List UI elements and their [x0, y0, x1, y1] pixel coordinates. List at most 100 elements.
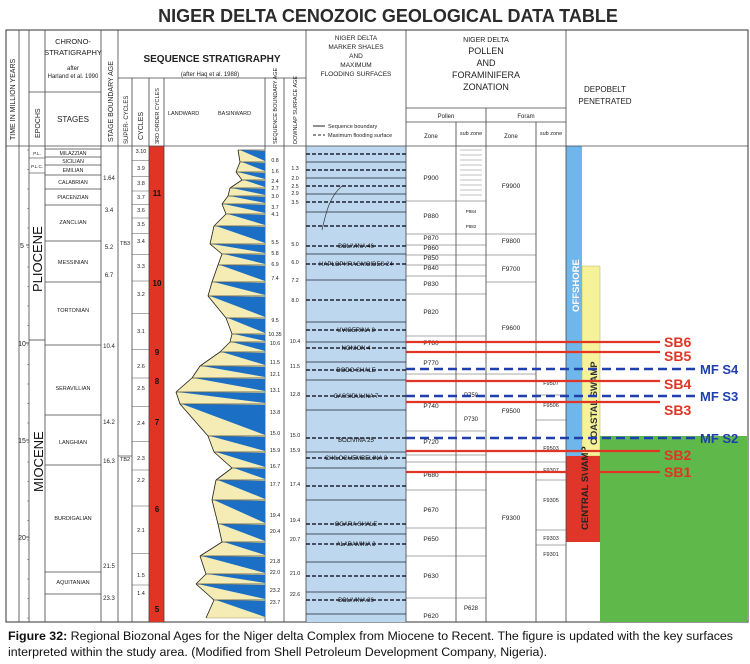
onlap-line — [229, 179, 243, 189]
header-stage-boundary-age: STAGE BOUNDARY AGE — [108, 61, 115, 142]
third-order-cycle-band — [149, 146, 164, 622]
sequence-boundary-age-7.4: 7.4 — [271, 276, 278, 282]
foram-zone-f9900: F9900 — [502, 183, 521, 190]
third-order-cycle-1.5: 1.5 — [137, 573, 145, 579]
downlap-age-8.0: 8.0 — [291, 298, 298, 304]
foram-subzone-f9503: F9503 — [543, 446, 559, 452]
onlap-line — [217, 523, 223, 543]
sb-label-sb3: SB3 — [664, 402, 691, 418]
mfs-label-mfs4: MF S4 — [700, 362, 739, 377]
legend-mfs: Maximum flooding surface — [328, 133, 392, 139]
time-scale: 5 10 15 20 — [18, 149, 29, 619]
sequence-boundary-age-22.0: 22.0 — [270, 570, 280, 576]
sequence-boundary-age-23.2: 23.2 — [270, 588, 280, 594]
downlap-age-17.4: 17.4 — [290, 482, 300, 488]
sb-label-sb1: SB1 — [664, 464, 691, 480]
depobelt-central-swamp-bar — [566, 456, 600, 542]
header-chrono-4: Harland et al. 1990 — [48, 74, 99, 80]
marker-shale-uvigerina-8: UVIGERINA 8 — [337, 328, 375, 334]
sequence-boundary-age-3.0: 3.0 — [271, 194, 278, 200]
cycle-number-7: 7 — [155, 418, 160, 427]
sequence-triangle — [198, 584, 265, 599]
sequence-boundary-age-20.4: 20.4 — [270, 529, 280, 535]
onlap-line — [213, 451, 233, 469]
pollen-zone-p620: P620 — [423, 613, 439, 620]
sequence-boundary-age-10.6: 10.6 — [270, 341, 280, 347]
marker-shale-bolivina-46: BOLIVINA 46 — [338, 244, 374, 250]
sequence-triangle — [210, 296, 265, 317]
sequence-triangle — [202, 556, 265, 573]
pollen-zone-p780: P780 — [423, 340, 439, 347]
pollen-zone-p820: P820 — [423, 309, 439, 316]
time-tick-5: 5 — [20, 243, 24, 250]
header-marker-4: MAXIMUM — [340, 62, 371, 69]
sequence-triangle — [232, 188, 265, 195]
sequence-boundary-ages: 0.8 1.6 2.42.7 3.0 3.74.1 5.5 5.8 6.9 7.4 9.5 10.3… — [268, 158, 281, 606]
downlap-age-5.0: 5.0 — [291, 242, 298, 248]
foram-subzone-f9507: F9507 — [543, 381, 559, 387]
stage-calabrian: CALABRIAN — [58, 180, 88, 186]
depobelt-offshore-label: OFFSHORE — [571, 259, 582, 312]
stage-langhian: LANGHIAN — [59, 440, 87, 446]
sequence-boundary-age-4.1: 4.1 — [271, 212, 278, 218]
sequence-triangle — [222, 352, 265, 365]
pollen-zone-p830: P830 — [423, 281, 439, 288]
stage-age-3.4: 3.4 — [105, 208, 114, 214]
super-cycles-column: TB3 TB2 — [118, 241, 132, 463]
header-downlap-age: DOWNLAP SURFACE AGE — [293, 76, 299, 144]
sequence-triangle — [212, 244, 265, 253]
pollen-subzone-p882: P882 — [466, 224, 477, 229]
sequence-triangle — [194, 378, 265, 391]
header-pollen: Pollen — [438, 114, 455, 120]
sequence-triangle — [202, 366, 265, 377]
onlap-line — [221, 195, 229, 205]
downlap-age-11.5: 11.5 — [290, 364, 300, 370]
downlap-age-6.0: 6.0 — [291, 260, 298, 266]
stage-age-21.5: 21.5 — [103, 564, 115, 570]
onlap-line — [211, 479, 217, 501]
third-order-cycle-3.8: 3.8 — [137, 181, 145, 187]
sequence-boundary-age-5.8: 5.8 — [271, 251, 278, 257]
stage-age-16.3: 16.3 — [103, 459, 115, 465]
foram-subzone-f9305: F9305 — [543, 498, 559, 504]
epoch-small-2: P.L.C. — [31, 164, 43, 169]
stage-age-14.2: 14.2 — [103, 420, 115, 426]
third-order-cycle-2.6: 2.6 — [137, 364, 145, 370]
header-marker-2: MARKER SHALES — [328, 44, 384, 51]
header-chrono-1: CHRONO- — [55, 37, 91, 46]
sequence-triangle — [218, 480, 265, 499]
downlap-age-10.4: 10.4 — [290, 339, 300, 345]
pollen-subzone-p750: P750 — [464, 393, 479, 399]
header-time: TIME IN MILLION YEARS — [10, 59, 17, 140]
figure-title: NIGER DELTA CENOZOIC GEOLOGICAL DATA TAB… — [158, 6, 618, 26]
onlap-line — [199, 555, 207, 575]
sequence-boundary-age-12.1: 12.1 — [270, 372, 280, 378]
downlap-age-2.5: 2.5 — [291, 184, 298, 190]
stage-ages-column: 1.64 3.4 5.2 6.7 10.4 14.2 16.3 21.5 23.3 — [103, 176, 115, 602]
third-order-cycle-3.6: 3.6 — [137, 208, 145, 214]
header-chrono-3: after — [67, 66, 79, 72]
third-order-cycle-2.5: 2.5 — [137, 386, 145, 392]
onlap-line — [207, 295, 227, 319]
epoch-pliocene: PLIOCENE — [30, 226, 45, 292]
onlap-line — [217, 253, 223, 266]
stage-age-6.7: 6.7 — [105, 273, 114, 279]
sb-label-sb4: SB4 — [664, 376, 691, 392]
sequence-boundary-age-21.8: 21.8 — [270, 559, 280, 565]
time-tick-15: 15 — [18, 438, 26, 445]
foram-zones-column: F9900 F9800 F9700 F9600 F9500 F9300 F9507 F9506… — [486, 183, 566, 558]
sequence-triangle — [178, 392, 265, 403]
third-order-cycle-1.4: 1.4 — [137, 591, 145, 597]
header-sequence-stratigraphy: SEQUENCE STRATIGRAPHY — [143, 54, 280, 65]
header-foram: Foram — [517, 114, 534, 120]
sequence-boundary-age-0.8: 0.8 — [271, 158, 278, 164]
downlap-age-1.3: 1.3 — [291, 166, 298, 172]
marker-shale-ogara-shale: OGARA SHALE — [335, 522, 378, 528]
downlap-age-20.7: 20.7 — [290, 537, 300, 543]
sequence-triangle — [220, 265, 265, 281]
sequence-boundary-age-13.1: 13.1 — [270, 388, 280, 394]
depobelt-central-label: CENTRAL SWAMP — [580, 446, 591, 530]
cycle-number-8: 8 — [155, 377, 160, 386]
pollen-subzone-p730: P730 — [464, 417, 479, 423]
onlap-line — [179, 403, 209, 437]
